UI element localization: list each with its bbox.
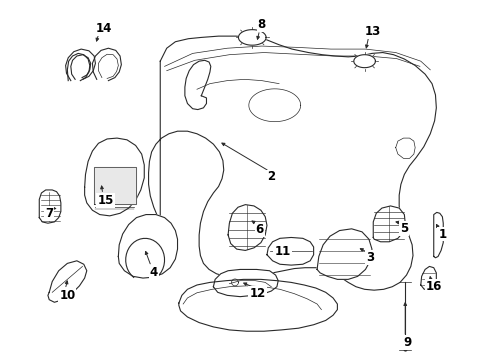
Text: 3: 3 [365, 251, 373, 264]
Text: 5: 5 [399, 222, 407, 235]
Text: 9: 9 [403, 336, 411, 350]
Text: 4: 4 [149, 266, 158, 279]
Polygon shape [238, 30, 265, 45]
Polygon shape [316, 229, 371, 279]
Polygon shape [39, 190, 61, 223]
Text: 6: 6 [255, 223, 263, 236]
Text: 12: 12 [249, 287, 265, 300]
Text: 10: 10 [59, 289, 75, 302]
Polygon shape [395, 138, 414, 158]
Text: 13: 13 [365, 25, 381, 38]
Text: 11: 11 [274, 245, 290, 258]
Polygon shape [148, 36, 435, 290]
Polygon shape [118, 215, 177, 278]
Text: 8: 8 [257, 18, 265, 31]
Polygon shape [420, 266, 435, 289]
Polygon shape [184, 60, 210, 109]
Text: 14: 14 [96, 22, 112, 35]
Polygon shape [227, 204, 266, 251]
Polygon shape [213, 269, 278, 297]
Polygon shape [179, 279, 337, 331]
Text: 2: 2 [266, 171, 275, 184]
Text: 1: 1 [437, 228, 446, 240]
Polygon shape [48, 261, 87, 302]
Text: 7: 7 [45, 207, 53, 220]
Text: 16: 16 [425, 280, 441, 293]
Polygon shape [372, 206, 405, 242]
Text: 15: 15 [97, 194, 113, 207]
Polygon shape [84, 138, 144, 216]
Polygon shape [94, 167, 135, 204]
Polygon shape [353, 55, 375, 68]
Polygon shape [433, 212, 442, 258]
Polygon shape [266, 238, 313, 265]
